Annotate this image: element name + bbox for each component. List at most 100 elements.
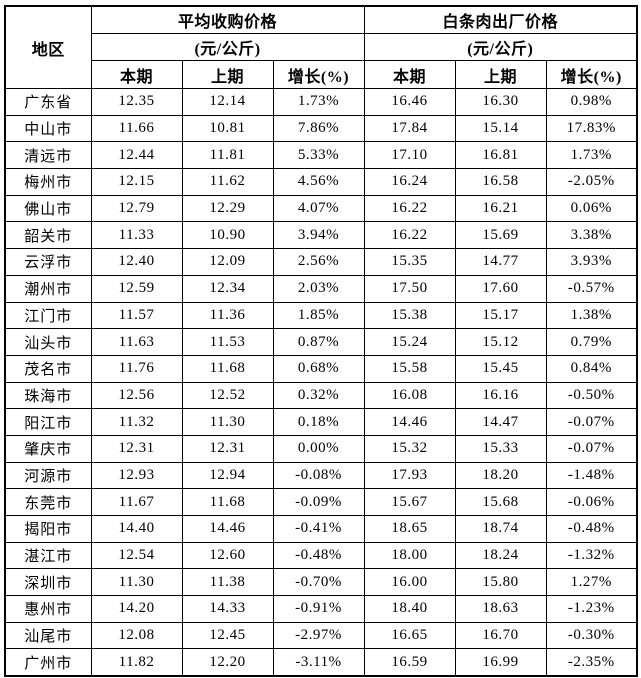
value-cell: -0.08%: [272, 461, 365, 490]
table-row: 阳江市 11.32 11.30 0.18% 14.46 14.47 -0.07%: [4, 408, 638, 436]
value-cell: 12.31: [90, 434, 183, 463]
table-row: 茂名市 11.76 11.68 0.68% 15.58 15.45 0.84%: [4, 354, 638, 383]
region-cell: 梅州市: [4, 168, 92, 196]
value-cell: 18.74: [454, 515, 547, 543]
table-row: 揭阳市 14.40 14.46 -0.41% 18.65 18.74 -0.48%: [4, 515, 638, 543]
value-cell: 11.30: [181, 408, 274, 436]
value-cell: 12.54: [90, 541, 183, 570]
value-cell: -0.09%: [272, 488, 365, 516]
value-cell: 14.33: [181, 595, 274, 623]
group1-title: 平均收购价格: [90, 5, 365, 34]
value-cell: 11.53: [181, 328, 274, 356]
value-cell: -0.50%: [545, 381, 638, 410]
region-cell: 揭阳市: [4, 515, 92, 543]
table-header: 地区 平均收购价格 白条肉出厂价格 (元/公斤) (元/公斤) 本期 上期 增长…: [4, 5, 638, 89]
table-row: 汕尾市 12.08 12.45 -2.97% 16.65 16.70 -0.30%: [4, 621, 638, 650]
group2-unit: (元/公斤): [363, 33, 638, 61]
value-cell: -0.07%: [545, 408, 638, 436]
value-cell: 16.99: [454, 648, 547, 677]
value-cell: 12.56: [90, 381, 183, 410]
value-cell: 16.30: [454, 88, 547, 116]
value-cell: 18.40: [363, 595, 456, 623]
value-cell: 18.63: [454, 595, 547, 623]
value-cell: 11.76: [90, 354, 183, 383]
value-cell: 11.30: [90, 568, 183, 597]
value-cell: 0.18%: [272, 408, 365, 436]
value-cell: 12.45: [181, 621, 274, 650]
value-cell: 16.21: [454, 194, 547, 223]
table-row: 云浮市 12.40 12.09 2.56% 15.35 14.77 3.93%: [4, 248, 638, 276]
value-cell: 12.14: [181, 88, 274, 116]
region-cell: 清远市: [4, 141, 92, 170]
value-cell: 12.60: [181, 541, 274, 570]
value-cell: 16.00: [363, 568, 456, 597]
value-cell: 17.50: [363, 274, 456, 303]
table-row: 汕头市 11.63 11.53 0.87% 15.24 15.12 0.79%: [4, 328, 638, 356]
value-cell: -2.35%: [545, 648, 638, 677]
region-cell: 汕头市: [4, 328, 92, 356]
region-cell: 中山市: [4, 114, 92, 143]
value-cell: 11.68: [181, 488, 274, 516]
value-cell: -0.57%: [545, 274, 638, 303]
value-cell: -3.11%: [272, 648, 365, 677]
group2-title: 白条肉出厂价格: [363, 5, 638, 34]
value-cell: 12.15: [90, 168, 183, 196]
subheader-previous-2: 上期: [454, 60, 547, 89]
region-cell: 云浮市: [4, 248, 92, 276]
value-cell: 7.86%: [272, 114, 365, 143]
value-cell: 0.79%: [545, 328, 638, 356]
value-cell: 2.03%: [272, 274, 365, 303]
value-cell: 17.60: [454, 274, 547, 303]
value-cell: -0.06%: [545, 488, 638, 516]
value-cell: 1.73%: [545, 141, 638, 170]
value-cell: -0.48%: [545, 515, 638, 543]
value-cell: 0.84%: [545, 354, 638, 383]
value-cell: 3.38%: [545, 221, 638, 250]
value-cell: -1.48%: [545, 461, 638, 490]
value-cell: 3.94%: [272, 221, 365, 250]
header-row-sub: 本期 上期 增长(%) 本期 上期 增长(%): [5, 60, 638, 89]
value-cell: 0.68%: [272, 354, 365, 383]
value-cell: 16.81: [454, 141, 547, 170]
region-cell: 湛江市: [4, 541, 92, 570]
region-cell: 广东省: [4, 88, 92, 116]
value-cell: 16.59: [363, 648, 456, 677]
region-cell: 肇庆市: [4, 434, 92, 463]
value-cell: 16.24: [363, 168, 456, 196]
value-cell: 11.33: [90, 221, 183, 250]
region-cell: 韶关市: [4, 221, 92, 250]
table-row: 河源市 12.93 12.94 -0.08% 17.93 18.20 -1.48%: [4, 461, 638, 490]
region-column-header: 地区: [4, 5, 92, 89]
value-cell: 10.81: [181, 114, 274, 143]
value-cell: 10.90: [181, 221, 274, 250]
value-cell: 15.14: [454, 114, 547, 143]
value-cell: -1.32%: [545, 541, 638, 570]
value-cell: 11.32: [90, 408, 183, 436]
value-cell: 11.81: [181, 141, 274, 170]
region-cell: 河源市: [4, 461, 92, 490]
value-cell: 11.57: [90, 301, 183, 330]
table-row: 佛山市 12.79 12.29 4.07% 16.22 16.21 0.06%: [4, 194, 638, 223]
value-cell: 15.69: [454, 221, 547, 250]
value-cell: 15.67: [363, 488, 456, 516]
value-cell: 15.35: [363, 248, 456, 276]
value-cell: 11.68: [181, 354, 274, 383]
value-cell: 2.56%: [272, 248, 365, 276]
table-row: 惠州市 14.20 14.33 -0.91% 18.40 18.63 -1.23%: [4, 595, 638, 623]
table-row: 江门市 11.57 11.36 1.85% 15.38 15.17 1.38%: [4, 301, 638, 330]
region-cell: 茂名市: [4, 354, 92, 383]
value-cell: 17.84: [363, 114, 456, 143]
value-cell: 16.65: [363, 621, 456, 650]
value-cell: 15.80: [454, 568, 547, 597]
table-row: 梅州市 12.15 11.62 4.56% 16.24 16.58 -2.05%: [4, 168, 638, 196]
value-cell: 18.24: [454, 541, 547, 570]
subheader-growth-2: 增长(%): [545, 60, 638, 89]
value-cell: 18.65: [363, 515, 456, 543]
region-cell: 东莞市: [4, 488, 92, 516]
region-cell: 惠州市: [4, 595, 92, 623]
region-cell: 阳江市: [4, 408, 92, 436]
value-cell: -1.23%: [545, 595, 638, 623]
value-cell: 12.09: [181, 248, 274, 276]
value-cell: 16.16: [454, 381, 547, 410]
